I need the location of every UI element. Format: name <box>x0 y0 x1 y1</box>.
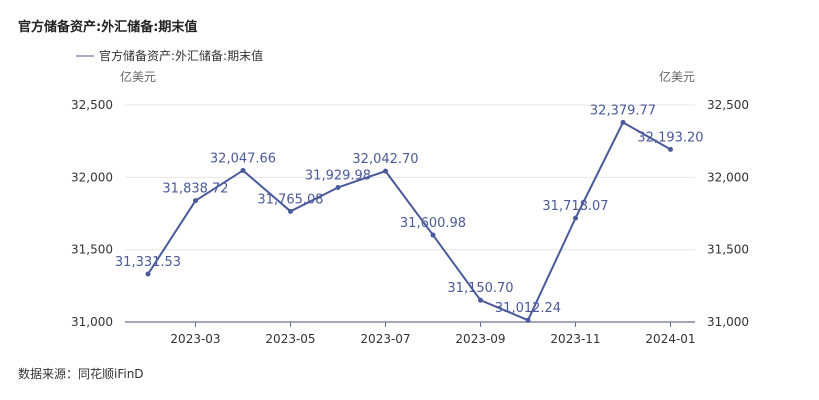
y-tick-left: 32,000 <box>71 170 113 184</box>
data-point <box>478 297 483 303</box>
data-label: 31,012.24 <box>495 301 561 316</box>
x-tick-label: 2023-05 <box>265 332 315 346</box>
x-tick-label: 2023-03 <box>170 332 220 346</box>
data-label: 32,379.77 <box>590 103 656 118</box>
data-point <box>335 184 341 190</box>
data-label: 31,331.53 <box>115 255 181 270</box>
data-label: 31,150.70 <box>447 281 513 296</box>
y-tick-right: 32,500 <box>707 98 749 112</box>
data-point <box>573 215 578 221</box>
y-tick-left: 31,000 <box>71 315 113 329</box>
data-point <box>383 168 388 174</box>
chart-title: 官方储备资产:外汇储备:期末值 <box>18 20 198 35</box>
data-point <box>430 232 436 238</box>
x-tick-label: 2023-11 <box>550 332 600 346</box>
data-point <box>525 317 531 323</box>
data-label: 32,042.70 <box>352 152 418 167</box>
data-source: 数据来源：同花顺iFinD <box>18 367 144 381</box>
y-tick-right: 31,000 <box>707 315 749 329</box>
y-unit-left: 亿美元 <box>120 69 156 84</box>
data-point <box>193 198 198 204</box>
x-tick-label: 2024-01 <box>645 332 695 346</box>
data-label: 32,193.20 <box>637 130 703 145</box>
data-label: 31,929.98 <box>305 168 371 183</box>
legend-label: 官方储备资产:外汇储备:期末值 <box>99 48 263 63</box>
y-unit-right: 亿美元 <box>659 69 695 84</box>
data-label: 32,047.66 <box>210 151 276 166</box>
y-tick-left: 32,500 <box>71 98 113 112</box>
data-point <box>145 271 151 277</box>
y-tick-left: 31,500 <box>71 243 113 257</box>
data-point <box>620 119 626 125</box>
data-label: 31,718.07 <box>542 199 608 214</box>
y-tick-right: 32,000 <box>707 170 749 184</box>
x-tick-label: 2023-09 <box>455 332 505 346</box>
data-point <box>240 167 246 173</box>
data-label: 31,765.08 <box>257 192 323 207</box>
data-label: 31,600.98 <box>400 216 466 231</box>
series-line <box>147 121 671 322</box>
data-label: 31,838.72 <box>162 182 228 197</box>
data-point <box>288 208 293 214</box>
y-tick-right: 31,500 <box>707 243 749 257</box>
x-tick-label: 2023-07 <box>360 332 410 346</box>
data-point <box>668 146 673 152</box>
